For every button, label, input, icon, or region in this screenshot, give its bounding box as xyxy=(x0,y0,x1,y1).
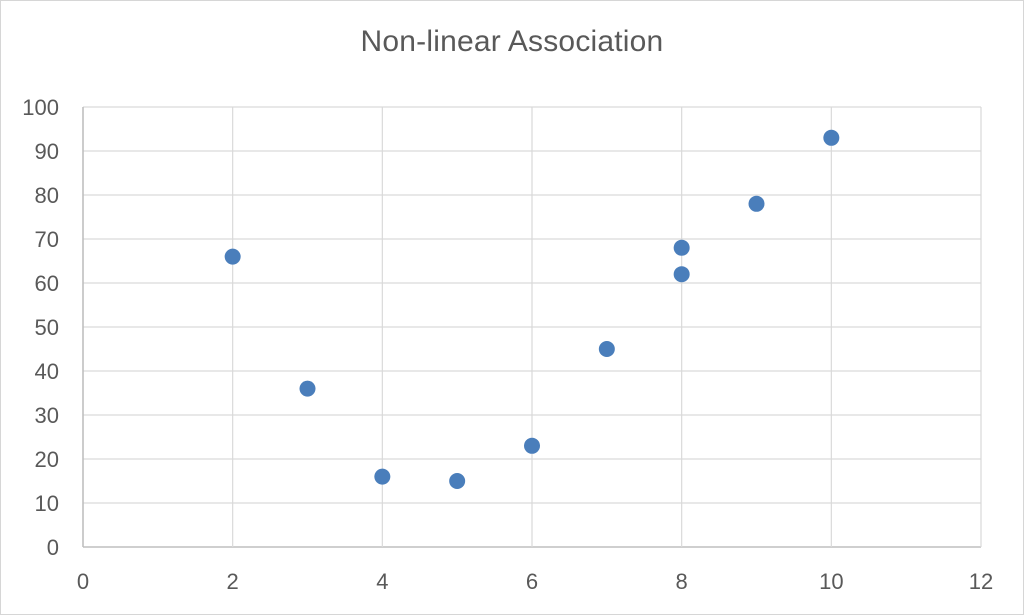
data-point xyxy=(524,437,540,454)
chart-title: Non-linear Association xyxy=(360,25,664,58)
x-tick-label: 2 xyxy=(227,569,239,594)
y-tick-label: 70 xyxy=(35,227,59,252)
x-tick-label: 0 xyxy=(77,569,89,594)
y-tick-label: 40 xyxy=(35,359,59,384)
y-tick-label: 90 xyxy=(35,139,59,164)
x-tick-label: 6 xyxy=(526,569,538,594)
y-tick-label: 20 xyxy=(35,447,59,472)
x-tick-label: 4 xyxy=(376,569,388,594)
data-point xyxy=(673,239,690,256)
y-tick-label: 30 xyxy=(35,403,59,428)
data-point xyxy=(224,248,241,265)
y-tick-label: 60 xyxy=(35,271,59,296)
data-point xyxy=(598,341,615,357)
y-tick-label: 10 xyxy=(35,491,59,516)
y-tick-label: 100 xyxy=(22,95,59,120)
y-tick-label: 80 xyxy=(35,183,59,208)
x-tick-label: 8 xyxy=(676,569,688,594)
y-tick-label: 0 xyxy=(47,535,59,560)
data-point xyxy=(449,473,466,489)
data-point xyxy=(374,468,391,485)
data-point xyxy=(299,380,316,397)
data-point xyxy=(673,266,690,283)
data-point xyxy=(748,195,765,212)
x-tick-label: 10 xyxy=(819,569,843,594)
y-tick-label: 50 xyxy=(35,315,59,340)
data-point xyxy=(823,129,840,146)
x-tick-label: 12 xyxy=(969,569,993,594)
